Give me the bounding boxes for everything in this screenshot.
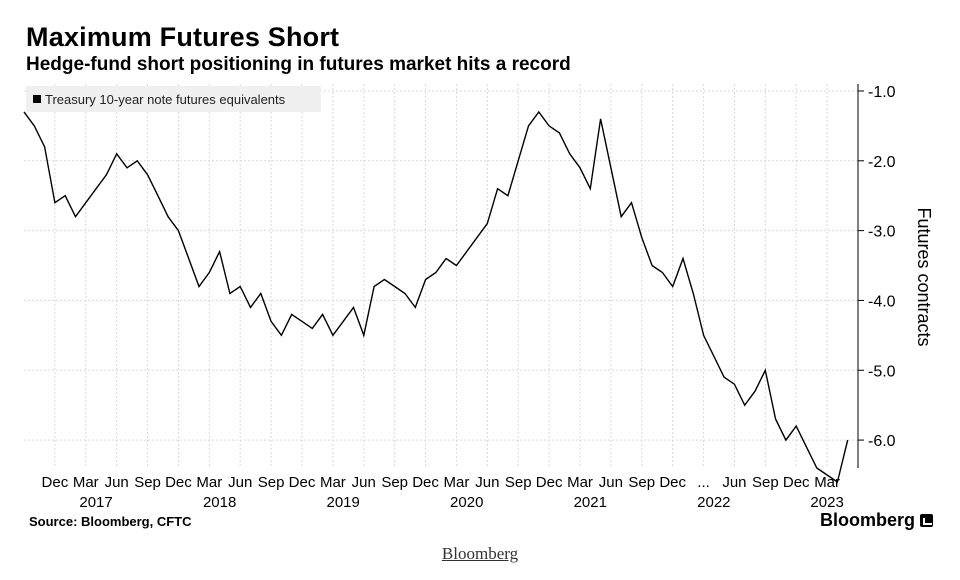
x-tick-label: Jun (352, 474, 376, 491)
x-tick-label: Jun (228, 474, 252, 491)
x-tick-label: Dec (165, 474, 192, 491)
x-tick-label: Mar (73, 474, 99, 491)
x-year-label: 2023 (810, 494, 843, 511)
source-note: Source: Bloomberg, CFTC (29, 514, 192, 529)
y-tick-label: -3.0 (868, 224, 896, 241)
x-tick-label: Dec (783, 474, 810, 491)
y-tick-label: -6.0 (868, 433, 896, 450)
x-year-label: 2022 (697, 494, 730, 511)
x-tick-label: Mar (320, 474, 346, 491)
brand-logo: Bloomberg (820, 510, 933, 531)
legend-label: Treasury 10-year note futures equivalent… (45, 91, 286, 107)
x-tick-label: Jun (599, 474, 623, 491)
legend: Treasury 10-year note futures equivalent… (26, 86, 321, 112)
x-tick-label: Sep (258, 474, 285, 491)
y-tick-label: -2.0 (868, 154, 896, 171)
x-tick-label: Dec (659, 474, 686, 491)
x-tick-label: Jun (475, 474, 499, 491)
x-tick-label: Mar (814, 474, 840, 491)
y-tick-label: -1.0 (868, 84, 896, 101)
chart-subtitle: Hedge-fund short positioning in futures … (26, 54, 571, 75)
x-tick-label: Sep (505, 474, 532, 491)
x-tick-label: Mar (444, 474, 470, 491)
bloomberg-link[interactable]: Bloomberg (441, 544, 519, 563)
x-year-label: 2018 (203, 494, 236, 511)
x-tick-label: Dec (412, 474, 439, 491)
x-tick-label: Jun (105, 474, 129, 491)
x-tick-label: Dec (42, 474, 69, 491)
y-tick-label: -5.0 (868, 363, 896, 380)
chart-title: Maximum Futures Short (26, 22, 340, 52)
y-tick-label: -4.0 (868, 293, 896, 310)
caption: Bloomberg (0, 544, 960, 564)
x-tick-label: Sep (752, 474, 779, 491)
x-year-label: 2019 (326, 494, 359, 511)
y-axis-label: Futures contracts (914, 207, 934, 346)
x-tick-label: ... (697, 474, 710, 491)
brand-name: Bloomberg (819, 510, 915, 530)
x-tick-label: Sep (134, 474, 161, 491)
x-tick-label: Jun (722, 474, 746, 491)
x-tick-label: Mar (567, 474, 593, 491)
chart-icon (920, 514, 933, 527)
x-tick-label: Sep (381, 474, 408, 491)
legend-swatch (33, 95, 41, 103)
x-tick-label: Dec (536, 474, 563, 491)
x-year-label: 2020 (450, 494, 483, 511)
x-axis: Dec Mar Jun Sep Dec Mar Jun Sep Dec Mar Jun Sep Dec M… (42, 474, 844, 511)
x-year-label: 2021 (574, 494, 607, 511)
x-tick-label: Dec (289, 474, 316, 491)
x-tick-label: Mar (196, 474, 222, 491)
series-line (23, 110, 849, 484)
x-tick-label: Sep (628, 474, 655, 491)
y-axis: -1.0 -2.0 -3.0 -4.0 -5.0 -6.0 (857, 84, 896, 468)
x-year-label: 2017 (79, 494, 112, 511)
gridlines (24, 84, 858, 468)
